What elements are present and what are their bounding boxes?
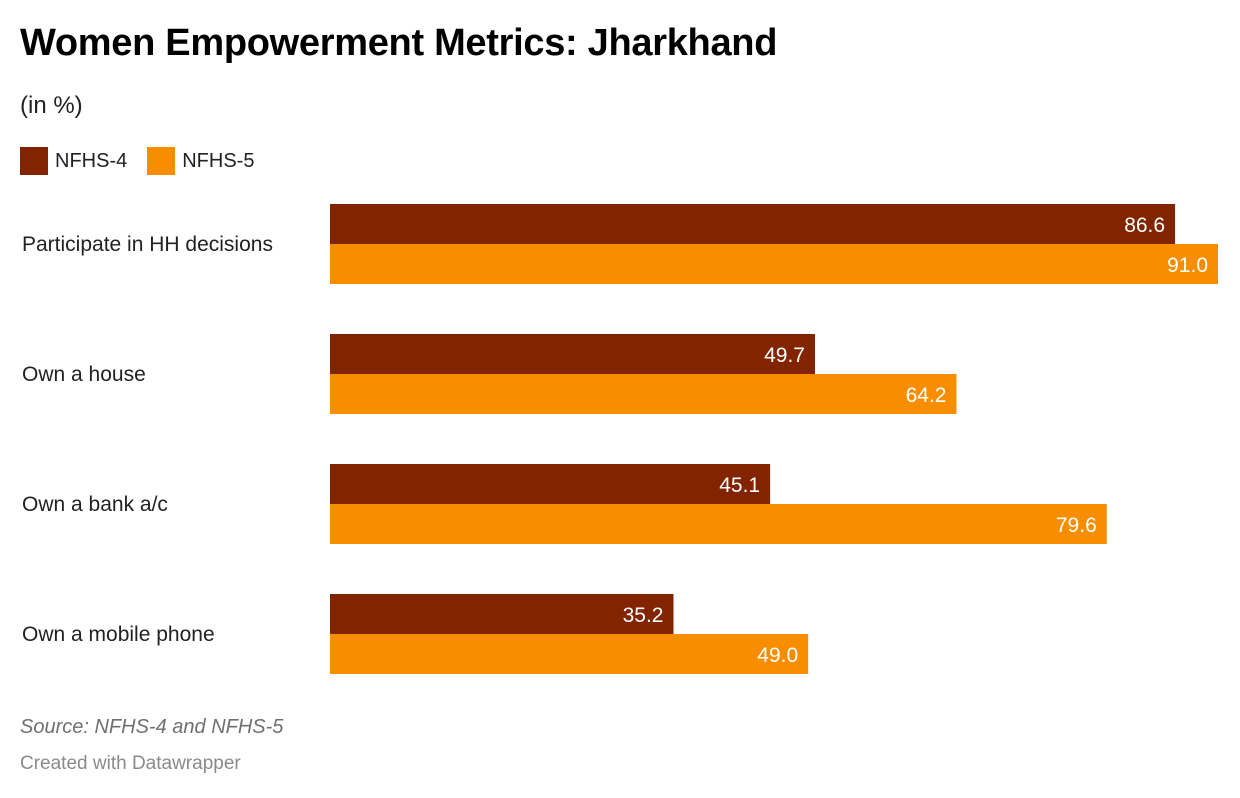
category-label: Own a mobile phone (22, 623, 215, 646)
category-label: Participate in HH decisions (22, 233, 273, 256)
data-label: 86.6 (1124, 214, 1165, 237)
bar-nfhs-4 (330, 334, 815, 374)
data-label: 49.7 (764, 344, 805, 367)
chart-subtitle: (in %) (20, 92, 83, 119)
legend-item-nfhs4: NFHS-4 (20, 147, 127, 175)
data-label: 79.6 (1056, 514, 1097, 537)
bar-nfhs-5 (330, 504, 1107, 544)
source-note: Source: NFHS-4 and NFHS-5 (20, 716, 284, 738)
bar-nfhs-5 (330, 374, 957, 414)
data-label: 45.1 (719, 474, 760, 497)
chart-title: Women Empowerment Metrics: Jharkhand (20, 22, 778, 64)
credit-link[interactable]: Created with Datawrapper (20, 753, 241, 774)
bar-nfhs-4 (330, 594, 674, 634)
legend-item-nfhs5: NFHS-5 (147, 147, 254, 175)
category-label: Own a bank a/c (22, 493, 168, 516)
bar-nfhs-4 (330, 204, 1176, 244)
bar-nfhs-4 (330, 464, 771, 504)
legend-label-nfhs4: NFHS-4 (55, 149, 128, 172)
category-label: Own a house (22, 363, 146, 386)
data-label: 91.0 (1167, 254, 1208, 277)
legend-label-nfhs5: NFHS-5 (182, 149, 255, 172)
legend-swatch-nfhs4 (20, 147, 48, 175)
data-label: 64.2 (906, 384, 947, 407)
legend: NFHS-4 NFHS-5 (20, 147, 254, 175)
data-label: 35.2 (623, 604, 664, 627)
legend-swatch-nfhs5 (147, 147, 176, 175)
bar-nfhs-5 (330, 634, 809, 674)
bar-nfhs-5 (330, 244, 1218, 284)
data-label: 49.0 (757, 644, 798, 667)
